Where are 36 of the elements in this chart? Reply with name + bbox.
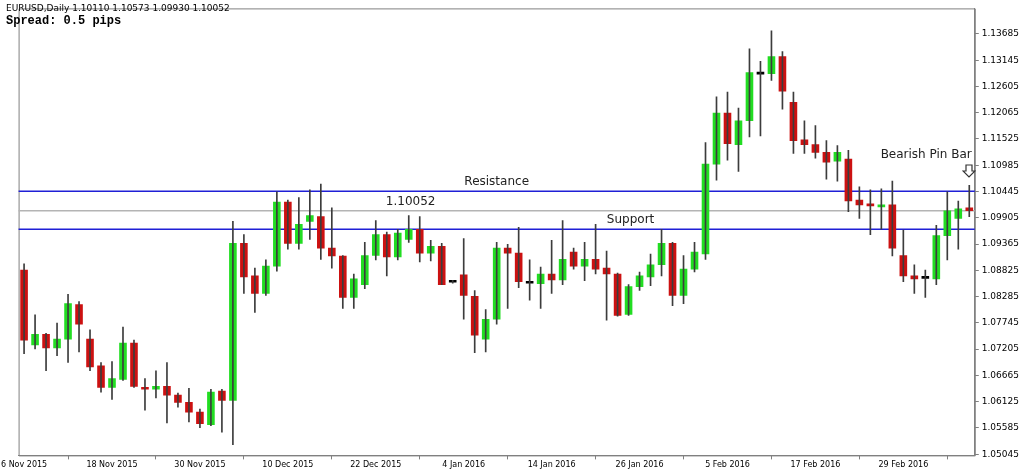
- y-tick-label: 1.09365: [981, 238, 1019, 249]
- annotation: Bearish Pin Bar: [880, 147, 972, 162]
- x-tick-label: 17 Feb 2016: [790, 460, 841, 470]
- y-tick-label: 1.08825: [981, 264, 1019, 275]
- y-tick-label: 1.08285: [981, 290, 1019, 301]
- y-tick-label: 1.10445: [981, 185, 1019, 196]
- candlestick: [141, 378, 149, 411]
- candlestick: [448, 279, 457, 284]
- y-tick-label: 1.06665: [981, 369, 1019, 380]
- y-tick-label: 1.09905: [981, 212, 1019, 223]
- x-tick-label: 14 Jan 2016: [527, 460, 576, 470]
- y-tick-label: 1.07205: [981, 343, 1019, 354]
- x-tick-label: 5 Feb 2016: [705, 460, 750, 470]
- ref-line-label: 1.10052: [385, 193, 436, 208]
- x-tick-label: 4 Jan 2016: [442, 460, 486, 470]
- x-tick-label: 26 Jan 2016: [615, 460, 664, 470]
- y-tick-label: 1.12065: [981, 107, 1019, 118]
- x-tick-label: 30 Nov 2015: [174, 460, 226, 470]
- x-tick-label: 22 Dec 2015: [350, 460, 402, 470]
- y-tick-label: 1.13145: [981, 54, 1019, 65]
- y-tick-label: 1.06125: [981, 396, 1019, 406]
- x-tick-label: 18 Nov 2015: [86, 460, 138, 470]
- y-tick-label: 1.07745: [981, 317, 1019, 328]
- y-tick-label: 1.10985: [981, 159, 1019, 170]
- y-tick-label: 1.13685: [981, 28, 1019, 39]
- y-tick-label: 1.11525: [981, 133, 1019, 144]
- y-tick-label: 1.12605: [981, 80, 1019, 91]
- x-tick-label: 10 Dec 2015: [262, 460, 314, 470]
- y-tick-label: 1.05585: [981, 422, 1019, 433]
- text: Spread: 0.5 pips: [6, 14, 122, 28]
- x-tick-label: 29 Feb 2016: [878, 460, 929, 470]
- ref-line-label: Resistance: [464, 174, 530, 189]
- ref-line-label: Support: [606, 212, 655, 227]
- x-tick-label: 6 Nov 2015: [1, 460, 48, 470]
- y-tick-label: 1.05045: [981, 448, 1019, 459]
- chart-title: EURUSD,Daily 1.10110 1.10573 1.09930 1.10052: [6, 3, 230, 13]
